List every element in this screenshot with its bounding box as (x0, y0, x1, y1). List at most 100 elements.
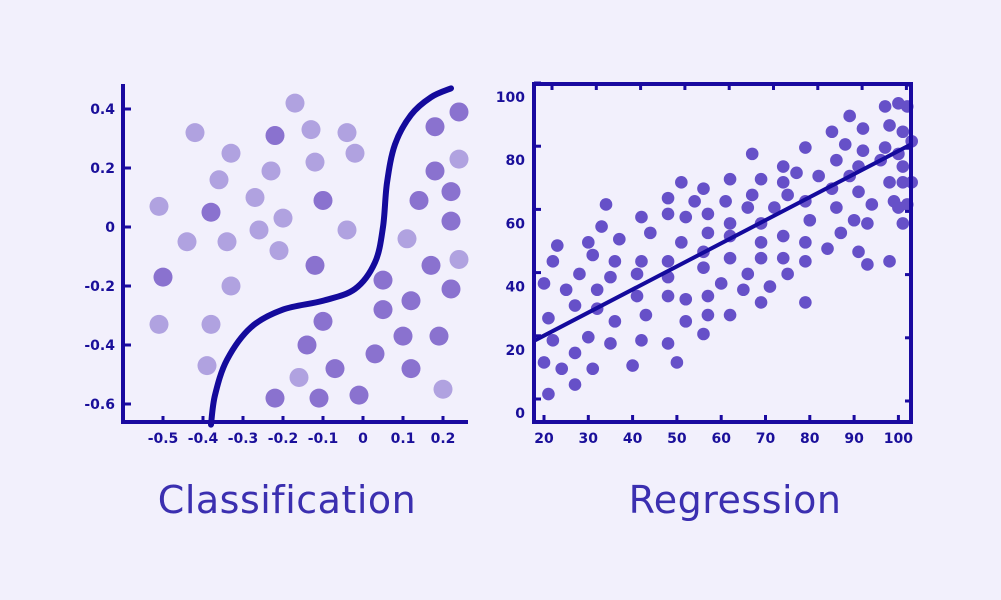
x-tick-label: 80 (800, 431, 820, 447)
data-point (550, 239, 564, 252)
x-tick-label: 100 (884, 431, 913, 447)
data-point (542, 311, 555, 325)
data-point (542, 387, 555, 401)
data-point (737, 283, 750, 297)
y-tick-label: 0.2 (90, 161, 115, 177)
data-point (723, 251, 737, 265)
data-point (878, 141, 892, 154)
data-point-class-dark (201, 202, 221, 222)
data-point (630, 289, 644, 303)
data-point (586, 362, 600, 376)
regression-fit-line (533, 142, 913, 343)
regression-axes: 20 30 40 50 60 70 80 90 100 0 20 40 60 80 100 (496, 81, 913, 447)
classification-axes: -0.5 -0.4 -0.3 -0.2 -0.1 0 0.1 0.2 0.4 0.2 0 -0.2 -0… (84, 84, 468, 447)
data-point (679, 292, 693, 306)
data-point (741, 267, 755, 281)
data-point-class-dark (325, 359, 345, 379)
data-point-class-dark (309, 388, 329, 408)
data-point-class-light (305, 152, 325, 172)
data-point (834, 226, 848, 240)
data-point (568, 299, 582, 312)
data-point (838, 138, 852, 151)
data-point-class-light (221, 143, 241, 163)
data-point (644, 226, 657, 240)
data-point (776, 160, 790, 173)
y-tick-label: 0 (515, 406, 525, 422)
data-point (878, 100, 892, 113)
data-point (568, 346, 582, 360)
x-tick-label: -0.3 (228, 431, 259, 447)
data-point (639, 308, 653, 322)
data-point (701, 289, 715, 303)
data-point (825, 125, 839, 139)
data-point-class-dark (153, 267, 173, 287)
data-point (799, 296, 812, 309)
data-point (599, 198, 613, 211)
data-point-class-light (209, 170, 229, 190)
classification-chart: -0.5 -0.4 -0.3 -0.2 -0.1 0 0.1 0.2 0.4 0.2 0 -0.2 -0… (84, 84, 469, 447)
data-point-class-dark (305, 255, 325, 275)
x-tick-label: 20 (534, 431, 554, 447)
data-point (701, 207, 715, 221)
data-point (776, 229, 790, 243)
data-point (630, 267, 644, 281)
x-tick-label: 60 (711, 431, 731, 447)
data-point-class-dark (297, 335, 317, 355)
data-point (830, 201, 843, 214)
data-point (754, 236, 768, 249)
x-tick-label: 0 (358, 431, 368, 447)
data-point (883, 176, 896, 189)
x-tick-label: -0.1 (308, 431, 339, 447)
data-point-class-dark (441, 211, 461, 231)
data-point-class-dark (393, 326, 413, 346)
data-point-class-light (397, 229, 417, 249)
x-tick-label: 0.2 (431, 431, 456, 447)
data-point-class-dark (441, 182, 461, 202)
data-point-class-light (197, 356, 217, 376)
data-point (852, 245, 865, 259)
data-point-class-dark (425, 161, 445, 181)
data-point (861, 258, 874, 271)
data-point (723, 172, 737, 186)
regression-caption: Regression (628, 478, 842, 522)
data-point (754, 172, 768, 186)
data-point-class-dark (441, 279, 461, 299)
data-point-class-light (289, 367, 309, 387)
data-point-class-dark (401, 359, 421, 379)
data-point (675, 236, 688, 249)
data-point-class-light (201, 314, 221, 334)
data-point (714, 277, 728, 290)
data-point-class-dark (425, 117, 445, 137)
x-tick-label: 30 (579, 431, 599, 447)
data-point-class-dark (313, 311, 333, 331)
x-tick-label: -0.5 (148, 431, 179, 447)
data-point (896, 217, 910, 230)
data-point-class-light (217, 232, 237, 252)
data-point (688, 194, 701, 208)
data-point (896, 176, 910, 189)
data-point (613, 232, 626, 246)
data-point-class-dark (449, 102, 469, 122)
y-tick-label: -0.4 (84, 338, 115, 354)
data-point (573, 267, 586, 281)
data-point (661, 191, 675, 205)
data-point-class-light (337, 123, 357, 143)
data-point (661, 255, 675, 268)
decision-boundary-curve (208, 85, 454, 428)
y-tick-label: 100 (496, 90, 525, 106)
data-point (781, 188, 794, 202)
data-point-class-light (221, 276, 241, 296)
data-point (719, 194, 732, 208)
data-point (582, 236, 595, 249)
data-point (590, 283, 604, 297)
data-point (799, 255, 812, 268)
data-point-class-light (345, 143, 365, 163)
data-point-class-light (261, 161, 281, 181)
data-point (803, 213, 817, 227)
data-point (586, 248, 600, 262)
y-tick-label: -0.6 (84, 397, 115, 413)
data-point (812, 169, 825, 183)
data-point-class-dark (313, 190, 333, 210)
data-point-class-dark (373, 300, 393, 320)
